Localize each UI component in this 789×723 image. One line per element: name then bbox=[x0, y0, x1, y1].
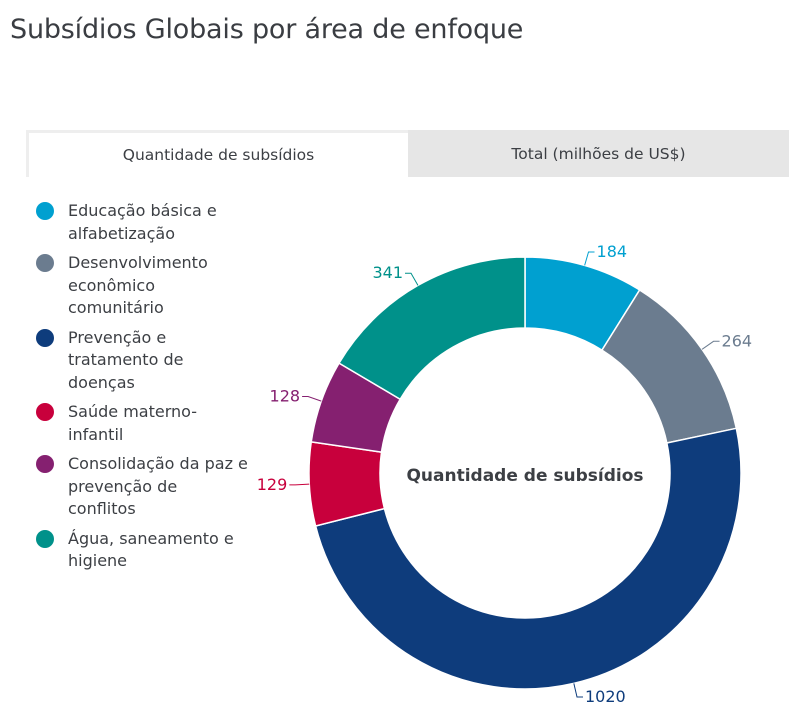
legend-label: Água, saneamento e higiene bbox=[68, 528, 234, 573]
data-label: 341 bbox=[372, 263, 403, 282]
legend-swatch-icon bbox=[36, 254, 54, 272]
legend-label: Saúde materno-infantil bbox=[68, 401, 197, 446]
legend-label-line: infantil bbox=[68, 424, 124, 444]
legend-label-line: doenças bbox=[68, 372, 135, 392]
leader-line bbox=[302, 395, 322, 402]
leader-line bbox=[405, 272, 419, 286]
legend-label-line: Água, saneamento e bbox=[68, 528, 234, 548]
legend-label-line: conflitos bbox=[68, 499, 136, 518]
legend-label-line: Consolidação da paz e bbox=[68, 454, 248, 473]
legend-label-line: comunitário bbox=[68, 298, 164, 317]
donut-center-label: Quantidade de subsídios bbox=[406, 466, 643, 486]
leader-line bbox=[573, 683, 584, 698]
donut-slice[interactable] bbox=[314, 427, 742, 690]
legend-item[interactable]: Saúde materno-infantil bbox=[36, 401, 266, 446]
legend-swatch-icon bbox=[36, 328, 54, 347]
legend-label: Desenvolvimento econômico comunitário bbox=[68, 252, 208, 320]
legend-label: Educação básica e alfabetização bbox=[68, 200, 217, 245]
legend-item[interactable]: Prevenção e tratamento de doenças bbox=[36, 327, 266, 395]
leader-line bbox=[584, 251, 595, 266]
leader-line bbox=[289, 483, 310, 486]
legend-label-line: higiene bbox=[68, 551, 128, 570]
legend-label-line: Prevenção e bbox=[68, 327, 167, 347]
legend-swatch-icon bbox=[36, 403, 54, 421]
legend-item[interactable]: Desenvolvimento econômico comunitário bbox=[36, 252, 266, 320]
legend-label-line: tratamento de bbox=[68, 350, 184, 369]
data-label: 1020 bbox=[585, 687, 626, 706]
data-label: 129 bbox=[257, 475, 288, 494]
data-label: 184 bbox=[597, 242, 628, 261]
legend-item[interactable]: Consolidação da paz e prevenção de conflit… bbox=[36, 453, 266, 521]
legend-label-line: Desenvolvimento bbox=[68, 253, 208, 272]
legend-swatch-icon bbox=[36, 529, 54, 548]
page-title: Subsídios Globais por área de enfoque bbox=[10, 14, 524, 45]
data-label: 128 bbox=[270, 386, 301, 405]
legend-item[interactable]: Educação básica e alfabetização bbox=[36, 200, 266, 245]
data-label: 264 bbox=[722, 331, 753, 350]
legend-label-line: alfabetização bbox=[68, 223, 175, 243]
legend-label-line: prevenção de bbox=[68, 476, 178, 496]
legend-swatch-icon bbox=[36, 202, 54, 220]
legend-label-line: econômico bbox=[68, 275, 155, 295]
legend-label-line: Saúde materno- bbox=[68, 402, 197, 421]
tab-quantidade-de-subsidios[interactable]: Quantidade de subsídios bbox=[26, 130, 408, 177]
legend-label: Prevenção e tratamento de doenças bbox=[68, 327, 183, 395]
legend-label: Consolidação da paz e prevenção de conflit… bbox=[68, 453, 248, 521]
tab-bar: Quantidade de subsídios Total (milhões d… bbox=[26, 130, 789, 177]
legend-label-line: Educação básica e bbox=[68, 201, 217, 220]
legend-swatch-icon bbox=[36, 455, 54, 473]
leader-line bbox=[701, 340, 720, 350]
legend-item[interactable]: Água, saneamento e higiene bbox=[36, 528, 266, 573]
donut-slice[interactable] bbox=[338, 256, 526, 401]
chart-legend: Educação básica e alfabetização Desenvolvi… bbox=[36, 200, 266, 580]
tab-total-milhoes[interactable]: Total (milhões de US$) bbox=[408, 130, 789, 177]
